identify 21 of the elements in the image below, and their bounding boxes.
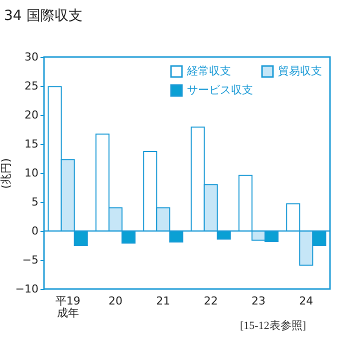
y-axis-title: (兆円) xyxy=(0,158,12,189)
x-tick-label: 23 xyxy=(252,294,266,308)
y-tick-label: 15 xyxy=(24,138,38,150)
legend-label: 貿易収支 xyxy=(278,64,322,78)
y-tick-label: 5 xyxy=(32,196,38,208)
y-tick-label: 30 xyxy=(24,50,38,64)
y-tick-label: 0 xyxy=(32,224,38,238)
x-tick-label: 20 xyxy=(108,294,122,308)
x-tick-label: 24 xyxy=(299,294,314,308)
y-tick-label: −5 xyxy=(22,254,38,266)
text: [15-12表参照] xyxy=(240,319,306,333)
x-tick-label: 22 xyxy=(204,294,218,308)
legend-label: 経常収支 xyxy=(186,64,231,78)
legend-label: サービス収支 xyxy=(187,84,253,96)
chart-title: 34 国際収支 xyxy=(4,8,82,24)
x-tick-label: 21 xyxy=(156,294,170,308)
y-tick-label: 10 xyxy=(24,166,38,180)
y-tick-label: 25 xyxy=(24,80,38,92)
x-tick-label: 平19 成年 xyxy=(55,294,80,320)
y-tick-label: 20 xyxy=(24,108,38,122)
y-tick-label: −10 xyxy=(15,282,38,296)
